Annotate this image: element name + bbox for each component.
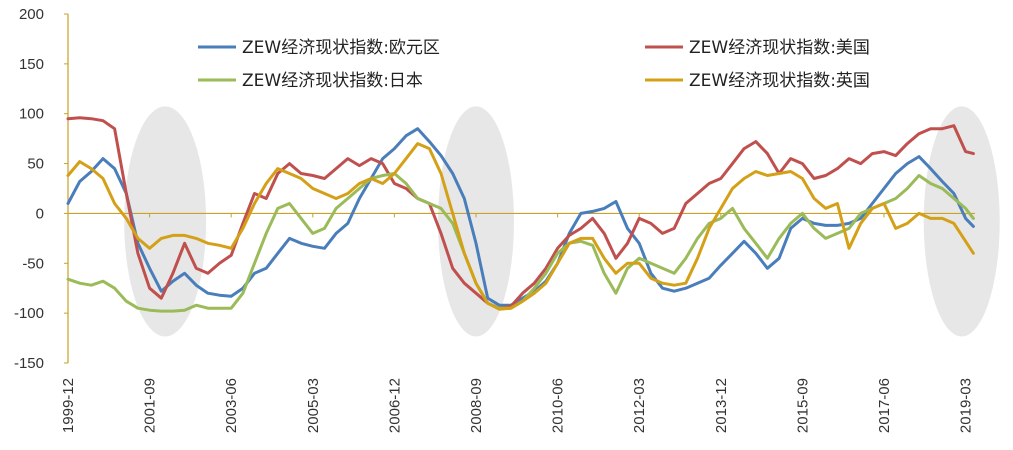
legend-label: ZEW经济现状指数:美国	[689, 38, 870, 58]
shaded-period-2	[438, 106, 514, 337]
y-tick-label: 150	[19, 56, 44, 73]
series-line-1	[66, 127, 975, 307]
x-tick-label: 2005-03	[305, 378, 322, 433]
x-tick-label: 2017-06	[876, 378, 893, 433]
y-tick-label: -50	[22, 255, 44, 272]
legend-label: ZEW经济现状指数:日本	[242, 71, 423, 91]
legend: ZEW经济现状指数:欧元区 ZEW经济现状指数:美国 ZEW经济现状指数:日本 ZEW…	[198, 38, 870, 91]
shaded-period-3	[923, 106, 1000, 337]
series-lines	[66, 116, 975, 313]
x-tick-label: 2013-12	[713, 378, 730, 433]
y-tick-label: 50	[27, 156, 44, 173]
series-line-2	[66, 116, 975, 310]
x-tick-label: 2001-09	[142, 378, 159, 433]
x-tick-label: 2006-12	[386, 378, 403, 433]
recession-shading	[124, 106, 1000, 337]
shaded-period-1	[124, 106, 207, 337]
x-tick-label: 2015-09	[794, 378, 811, 433]
axes	[67, 14, 975, 363]
x-tick-label: 2008-09	[468, 378, 485, 433]
x-tick-label: 2003-06	[223, 378, 240, 433]
x-tick-label: 2019-03	[958, 378, 975, 433]
legend-label: ZEW经济现状指数:英国	[689, 71, 870, 91]
x-tick-label: 2012-03	[631, 378, 648, 433]
y-tick-labels: 200 150 100 50 0 -50 -100 -150	[14, 6, 68, 372]
x-tick-label: 2010-06	[550, 378, 567, 433]
x-tick-labels: 1999-12 2001-09 2003-06 2005-03 2006-12 2008-…	[60, 213, 975, 433]
y-tick-label: 100	[19, 106, 44, 123]
y-tick-label: -100	[14, 305, 44, 322]
series-line-4	[66, 142, 975, 311]
x-tick-label: 1999-12	[60, 378, 77, 433]
y-tick-label: -150	[14, 355, 44, 372]
y-tick-label: 0	[36, 205, 44, 222]
y-tick-label: 200	[19, 6, 44, 23]
legend-label: ZEW经济现状指数:欧元区	[242, 38, 440, 58]
